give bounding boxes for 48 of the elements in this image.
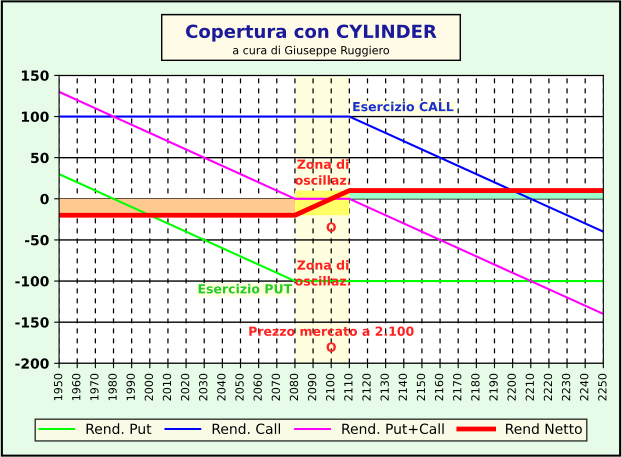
x-tick-label: 2240: [580, 374, 588, 400]
x-tick-label: 2110: [344, 374, 353, 400]
x-tick-label: 2080: [290, 374, 298, 400]
x-tick-label: 2090: [308, 374, 316, 400]
x-tick-label: 2190: [489, 374, 498, 400]
x-tick-label: 2010: [162, 374, 172, 400]
annotation: Esercizio CALL: [353, 102, 454, 112]
annotation: Esercizio PUT: [198, 284, 292, 294]
x-tick-label: 2070: [272, 374, 280, 400]
x-tick-label: 2230: [562, 374, 570, 400]
x-tick-label: 1950: [54, 374, 62, 400]
y-tick-label: 50: [31, 152, 49, 164]
x-tick-label: 2150: [416, 374, 426, 400]
x-tick-label: 2210: [526, 374, 534, 400]
x-tick-label: 1970: [90, 374, 99, 400]
x-tick-label: 2100: [326, 374, 334, 400]
y-tick-label: -100: [15, 276, 49, 287]
y-tick-label: -200: [15, 358, 49, 369]
x-tick-label: 1990: [126, 374, 135, 400]
x-tick-label: 2130: [380, 374, 389, 400]
x-tick-label: 2040: [217, 374, 226, 400]
y-tick-label: 0: [40, 194, 49, 204]
x-tick-label: 2220: [544, 374, 552, 400]
x-tick-label: 2170: [453, 374, 462, 400]
x-tick-label: 2060: [253, 374, 262, 400]
y-tick-label: 150: [22, 70, 49, 81]
x-tick-label: 2180: [471, 374, 480, 400]
chart-title: Copertura con CYLINDER: [186, 24, 436, 42]
x-tick-label: 2050: [235, 374, 244, 400]
x-tick-label: 2000: [144, 374, 154, 400]
y-tick-label: 100: [22, 112, 49, 122]
x-tick-label: 1960: [72, 374, 80, 400]
x-tick-label: 2020: [180, 374, 190, 400]
x-tick-label: 1980: [108, 374, 117, 400]
x-tick-label: 2120: [362, 374, 371, 400]
x-tick-label: 2160: [434, 374, 444, 400]
x-tick-label: 2140: [398, 374, 408, 400]
y-tick-label: -50: [25, 234, 49, 246]
legend-label: Rend. Call: [212, 423, 280, 434]
chart-subtitle: a cura di Giuseppe Ruggiero: [233, 46, 390, 57]
x-tick-label: 2030: [199, 374, 208, 400]
legend-label: Rend. Put+Call: [342, 423, 444, 434]
annotation: O: [326, 222, 336, 232]
x-tick-label: 2250: [598, 374, 607, 400]
x-tick-label: 2200: [507, 374, 516, 400]
y-tick-label: -150: [15, 317, 49, 328]
legend-label: Rend Netto: [506, 423, 582, 434]
legend-label: Rend. Put: [86, 423, 152, 434]
